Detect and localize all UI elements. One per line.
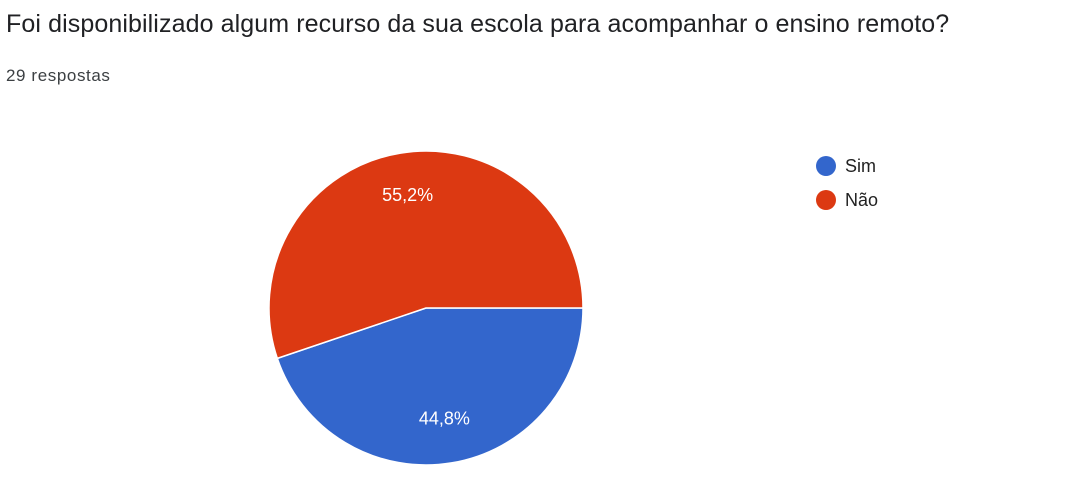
response-count: 29 respostas [6,66,111,85]
legend: Sim Não [816,149,878,217]
legend-item-não: Não [816,183,878,217]
question-title: Foi disponibilizado algum recurso da sua… [6,10,950,38]
legend-label-não: Não [845,189,879,210]
slice-label-não: 55,2% [382,185,433,205]
legend-swatch-não [816,190,836,210]
legend-swatch-sim [816,156,836,176]
pie-slice-não [268,150,584,360]
slice-label-sim: 44,8% [419,408,470,428]
pie-slice-sim [276,307,584,466]
legend-label-sim: Sim [845,155,876,176]
legend-item-sim: Sim [816,149,878,183]
